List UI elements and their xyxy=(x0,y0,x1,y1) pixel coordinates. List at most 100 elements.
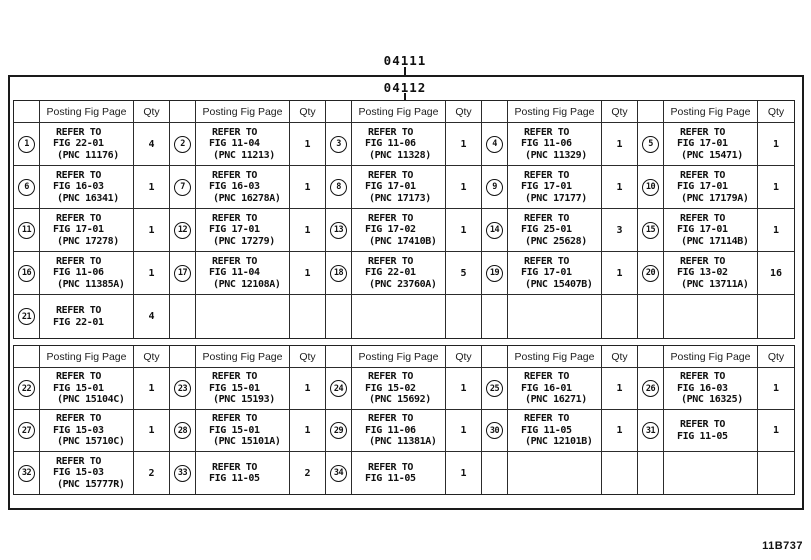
fig-reference: FIG 11-05 xyxy=(365,473,416,484)
item-number-badge: 7 xyxy=(174,178,191,196)
item-number-cell: 32 xyxy=(14,452,40,494)
column-header-fig: Posting Fig Page xyxy=(196,346,290,368)
column-header-fig: Posting Fig Page xyxy=(352,346,446,368)
fig-reference: FIG 17-01 xyxy=(53,224,104,236)
item-number-badge: 23 xyxy=(174,380,191,397)
qty-cell xyxy=(758,452,794,494)
fig-reference: FIG 11-04 xyxy=(209,267,260,279)
item-number-cell: 8 xyxy=(326,166,352,209)
refer-to-label: REFER TO xyxy=(212,461,257,473)
item-number-cell: 16 xyxy=(14,252,40,295)
refer-to-label: REFER TO xyxy=(680,212,725,224)
item-number-badge: 16 xyxy=(18,264,35,282)
item-number-badge: 24 xyxy=(330,380,347,397)
page-code-04111: 04111 xyxy=(383,53,427,68)
qty-value: 5 xyxy=(446,252,482,295)
item-number-cell: 5 xyxy=(638,123,664,166)
code-top-tick xyxy=(404,67,406,75)
item-number-cell: 19 xyxy=(482,252,508,295)
item-number-cell: 34 xyxy=(326,452,352,494)
fig-reference: FIG 11-06 xyxy=(365,138,416,150)
refer-to-label: REFER TO xyxy=(56,169,101,181)
qty-value: 1 xyxy=(602,123,638,166)
pnc-reference: (PNC 16325) xyxy=(681,394,743,406)
fig-reference: FIG 17-01 xyxy=(521,181,572,193)
item-number-badge: 10 xyxy=(642,178,659,196)
column-header-qty: Qty xyxy=(134,346,170,368)
fig-reference: FIG 15-03 xyxy=(53,467,104,479)
refer-cell: REFER TO FIG 11-06 (PNC 11328) xyxy=(352,123,446,166)
fig-reference: FIG 11-06 xyxy=(53,267,104,279)
qty-value: 1 xyxy=(758,410,794,452)
item-number-badge: 9 xyxy=(486,178,503,196)
qty-value: 1 xyxy=(134,209,170,252)
refer-to-label: REFER TO xyxy=(680,169,725,181)
item-number-badge: 33 xyxy=(174,464,191,482)
qty-value: 1 xyxy=(290,209,326,252)
refer-cell: REFER TO FIG 11-06 (PNC 11381A) xyxy=(352,410,446,452)
qty-value: 1 xyxy=(290,368,326,410)
pnc-reference: (PNC 15104C) xyxy=(57,394,125,406)
qty-value: 1 xyxy=(446,452,482,494)
header-corner-cell xyxy=(482,346,508,368)
refer-to-label: REFER TO xyxy=(56,255,101,267)
refer-cell: REFER TO FIG 15-01 (PNC 15101A) xyxy=(196,410,290,452)
refer-cell: REFER TO FIG 25-01 (PNC 25628) xyxy=(508,209,602,252)
item-number-cell: 23 xyxy=(170,368,196,410)
column-header-qty: Qty xyxy=(290,346,326,368)
item-number-badge: 2 xyxy=(174,135,191,153)
item-number-badge: 22 xyxy=(18,380,35,397)
refer-cell xyxy=(664,295,758,338)
page-code-04112: 04112 xyxy=(383,80,427,95)
pnc-reference: (PNC 11381A) xyxy=(369,436,437,448)
column-header-qty: Qty xyxy=(602,101,638,123)
refer-to-label: REFER TO xyxy=(212,212,257,224)
item-number-cell xyxy=(482,452,508,494)
item-number-cell: 2 xyxy=(170,123,196,166)
refer-to-label: REFER TO xyxy=(56,455,101,467)
pnc-reference: (PNC 15101A) xyxy=(213,436,281,448)
refer-cell: REFER TO FIG 15-01 (PNC 15104C) xyxy=(40,368,134,410)
item-number-badge: 34 xyxy=(330,464,347,482)
qty-cell xyxy=(290,295,326,338)
pnc-reference: (PNC 12108A) xyxy=(213,278,281,290)
item-number-cell: 25 xyxy=(482,368,508,410)
refer-to-label: REFER TO xyxy=(212,169,257,181)
item-number-cell xyxy=(326,295,352,338)
refer-to-label: REFER TO xyxy=(680,126,725,138)
code-sub-tick xyxy=(404,93,406,100)
qty-value: 1 xyxy=(602,166,638,209)
column-header-qty: Qty xyxy=(758,101,794,123)
pnc-reference: (PNC 17278) xyxy=(57,235,119,247)
column-header-fig: Posting Fig Page xyxy=(508,346,602,368)
qty-value: 1 xyxy=(446,166,482,209)
item-number-cell: 33 xyxy=(170,452,196,494)
refer-cell: REFER TO FIG 16-03 (PNC 16278A) xyxy=(196,166,290,209)
refer-cell: REFER TO FIG 22-01 (PNC 11176) xyxy=(40,123,134,166)
item-number-cell: 21 xyxy=(14,295,40,338)
refer-to-label: REFER TO xyxy=(524,212,569,224)
item-number-cell: 27 xyxy=(14,410,40,452)
fig-reference: FIG 15-01 xyxy=(209,424,260,436)
item-number-badge: 18 xyxy=(330,264,347,282)
column-header-fig: Posting Fig Page xyxy=(40,101,134,123)
refer-cell: REFER TO FIG 11-05 xyxy=(352,452,446,494)
fig-reference: FIG 11-06 xyxy=(365,424,416,436)
refer-cell xyxy=(508,295,602,338)
refer-to-label: REFER TO xyxy=(56,126,101,138)
fig-reference: FIG 11-05 xyxy=(521,424,572,436)
fig-reference: FIG 16-03 xyxy=(209,181,260,193)
qty-cell xyxy=(602,452,638,494)
refer-to-label: REFER TO xyxy=(524,371,569,383)
refer-to-label: REFER TO xyxy=(368,461,413,473)
refer-cell: REFER TO FIG 17-01 (PNC 17278) xyxy=(40,209,134,252)
fig-reference: FIG 11-05 xyxy=(209,473,260,484)
qty-value: 1 xyxy=(446,123,482,166)
refer-cell: REFER TO FIG 17-01 (PNC 17179A) xyxy=(664,166,758,209)
refer-to-label: REFER TO xyxy=(212,413,257,425)
column-header-qty: Qty xyxy=(134,101,170,123)
pnc-reference: (PNC 15471) xyxy=(681,149,743,161)
pnc-reference: (PNC 15407B) xyxy=(525,278,593,290)
qty-value: 1 xyxy=(134,166,170,209)
posting-fig-table-upper: Posting Fig Page Qty Posting Fig Page Qty Po… xyxy=(13,100,795,339)
